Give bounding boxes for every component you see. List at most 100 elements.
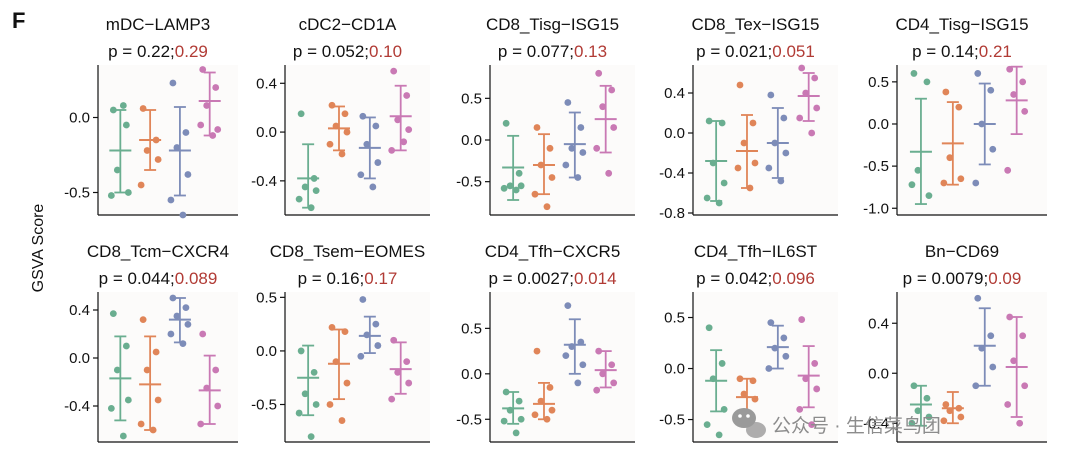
data-point <box>124 396 132 404</box>
data-point <box>910 382 918 390</box>
data-point <box>517 415 525 423</box>
data-point <box>152 348 160 356</box>
data-point <box>782 149 790 157</box>
plot-background <box>285 65 430 215</box>
data-point <box>169 79 177 87</box>
data-point <box>914 407 922 415</box>
data-point <box>548 406 556 414</box>
data-point <box>972 382 980 390</box>
y-tick-label: -0.5 <box>251 397 277 414</box>
watermark: 公众号 · 生信菜鸟团 <box>732 408 941 438</box>
data-point <box>608 86 616 94</box>
data-point <box>796 114 804 122</box>
data-point <box>595 347 603 355</box>
data-point <box>796 405 804 413</box>
y-tick-label: 0.4 <box>868 315 889 332</box>
data-point <box>338 150 346 158</box>
data-point <box>107 192 115 199</box>
p-value: p = 0.0027;0.014 <box>488 269 616 288</box>
data-point <box>908 419 916 427</box>
panel-title: mDC−LAMP3 <box>106 15 210 34</box>
data-point <box>143 366 151 374</box>
data-point <box>1019 332 1027 340</box>
wechat-icon <box>732 408 766 438</box>
data-point <box>502 119 510 127</box>
data-point <box>808 421 816 429</box>
y-tick-label: 0.0 <box>461 132 482 149</box>
data-point <box>394 368 402 376</box>
data-point <box>203 102 211 109</box>
data-point <box>813 385 821 393</box>
data-point <box>595 69 603 77</box>
data-point <box>500 417 508 425</box>
y-tick-label: 0.4 <box>256 75 277 92</box>
data-point <box>1021 107 1029 115</box>
y-tick-label: 0.5 <box>461 90 482 107</box>
p-value-main: p = 0.052; <box>293 42 369 61</box>
data-point <box>908 181 916 189</box>
data-point <box>343 379 351 387</box>
panel-title: CD4_Tisg−ISG15 <box>895 15 1028 34</box>
data-point <box>736 81 744 89</box>
data-point <box>390 67 398 75</box>
data-point <box>972 179 980 187</box>
data-point <box>502 388 510 396</box>
plot-background <box>285 292 430 442</box>
y-tick-label: -0.5 <box>64 185 90 202</box>
data-point <box>599 103 607 111</box>
data-point <box>212 84 220 91</box>
p-value-main: p = 0.22; <box>108 42 175 61</box>
data-point <box>517 182 525 190</box>
watermark-text: 公众号 · 生信菜鸟团 <box>772 415 941 437</box>
p-value-main: p = 0.0027; <box>488 269 574 288</box>
data-point <box>109 310 117 317</box>
p-value-adjusted: 0.089 <box>175 269 218 288</box>
y-tick-label: 0.0 <box>69 110 90 127</box>
data-point <box>137 420 145 428</box>
data-point <box>212 366 220 374</box>
y-tick-label: -0.4 <box>659 165 685 182</box>
data-point <box>765 164 773 172</box>
data-point <box>1006 313 1014 321</box>
data-point <box>579 361 587 369</box>
data-point <box>780 114 788 122</box>
y-tick-label: 0.4 <box>664 85 685 102</box>
p-value: p = 0.14;0.21 <box>912 42 1012 61</box>
p-value-main: p = 0.077; <box>498 42 574 61</box>
data-point <box>113 366 121 374</box>
data-point <box>139 316 147 323</box>
panel-1: mDC−LAMP3 p = 0.22;0.29 -0.5 0.0 <box>64 15 238 219</box>
data-point <box>113 166 121 174</box>
data-point <box>808 129 816 137</box>
y-tick-label: 0.0 <box>664 125 685 142</box>
y-tick-label: 0.0 <box>256 124 277 141</box>
data-point <box>608 361 616 369</box>
data-point <box>179 211 187 219</box>
data-point <box>923 78 931 86</box>
data-point <box>703 421 711 429</box>
panels: mDC−LAMP3 p = 0.22;0.29 -0.5 0.0 cDC2−CD1A p … <box>64 15 1047 443</box>
y-tick-label: -0.4 <box>251 173 277 190</box>
data-point <box>388 146 396 154</box>
data-point <box>974 70 982 77</box>
data-point <box>405 126 413 134</box>
y-tick-label: -0.4 <box>64 398 90 415</box>
data-point <box>736 375 744 383</box>
data-point <box>167 330 175 338</box>
panel-title: CD4_Tfh−IL6ST <box>694 242 817 261</box>
data-point <box>1019 78 1027 86</box>
data-point <box>173 144 181 151</box>
p-value-main: p = 0.14; <box>912 42 979 61</box>
data-point <box>715 431 723 439</box>
y-tick-label: -0.8 <box>659 205 685 222</box>
data-point <box>326 140 334 148</box>
data-point <box>605 169 613 177</box>
data-point <box>925 192 933 200</box>
y-tick-label: 0.5 <box>868 74 889 91</box>
data-point <box>987 332 995 340</box>
data-point <box>811 74 819 82</box>
